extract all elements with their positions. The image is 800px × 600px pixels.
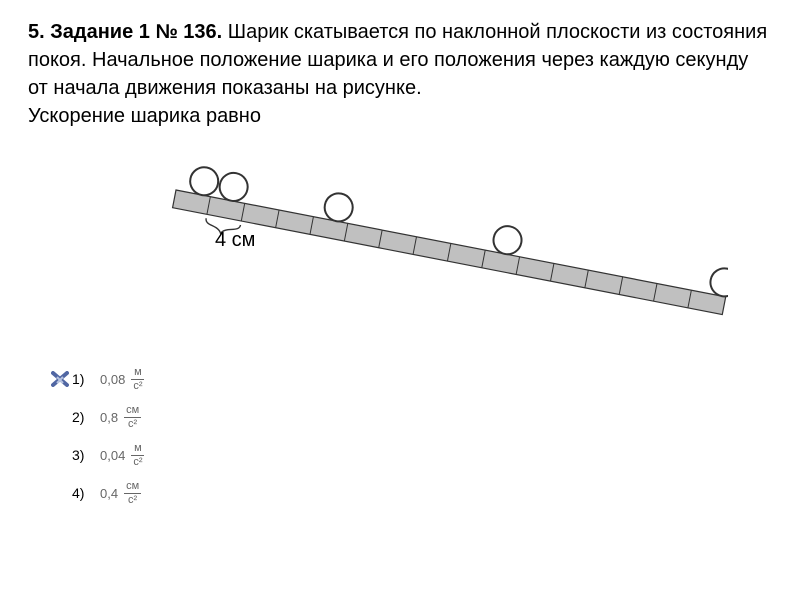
unit-fraction: м c²: [131, 367, 144, 392]
answer-number: 4): [72, 485, 100, 501]
selected-marker-icon: [48, 369, 72, 389]
answer-number: 2): [72, 409, 100, 425]
answer-list: 1) 0,08 м c² 2) 0,8 см c² 3) 0,04: [48, 360, 772, 512]
unit-fraction: см c²: [124, 405, 141, 430]
inclined-plane-diagram: 4 см: [28, 160, 728, 360]
problem-body-2: Уско­ре­ние ша­ри­ка равно: [28, 102, 772, 130]
answer-value: 0,4 см c²: [100, 481, 141, 506]
answer-option-4[interactable]: 4) 0,4 см c²: [48, 474, 772, 512]
answer-option-1[interactable]: 1) 0,08 м c²: [48, 360, 772, 398]
unit-fraction: см c²: [124, 481, 141, 506]
answer-number: 1): [72, 371, 100, 387]
answer-number: 3): [72, 447, 100, 463]
problem-label: 5. Задание 1 № 136.: [28, 21, 222, 43]
diagram-svg: 4 см: [28, 160, 728, 360]
answer-option-3[interactable]: 3) 0,04 м c²: [48, 436, 772, 474]
scale-label: 4 см: [215, 229, 255, 251]
answer-value: 0,04 м c²: [100, 443, 144, 468]
answer-option-2[interactable]: 2) 0,8 см c²: [48, 398, 772, 436]
answer-value: 0,08 м c²: [100, 367, 144, 392]
problem-statement: 5. Задание 1 № 136. Шарик ска­ты­ва­ет­с…: [28, 18, 772, 130]
unit-fraction: м c²: [131, 443, 144, 468]
answer-value: 0,8 см c²: [100, 405, 141, 430]
